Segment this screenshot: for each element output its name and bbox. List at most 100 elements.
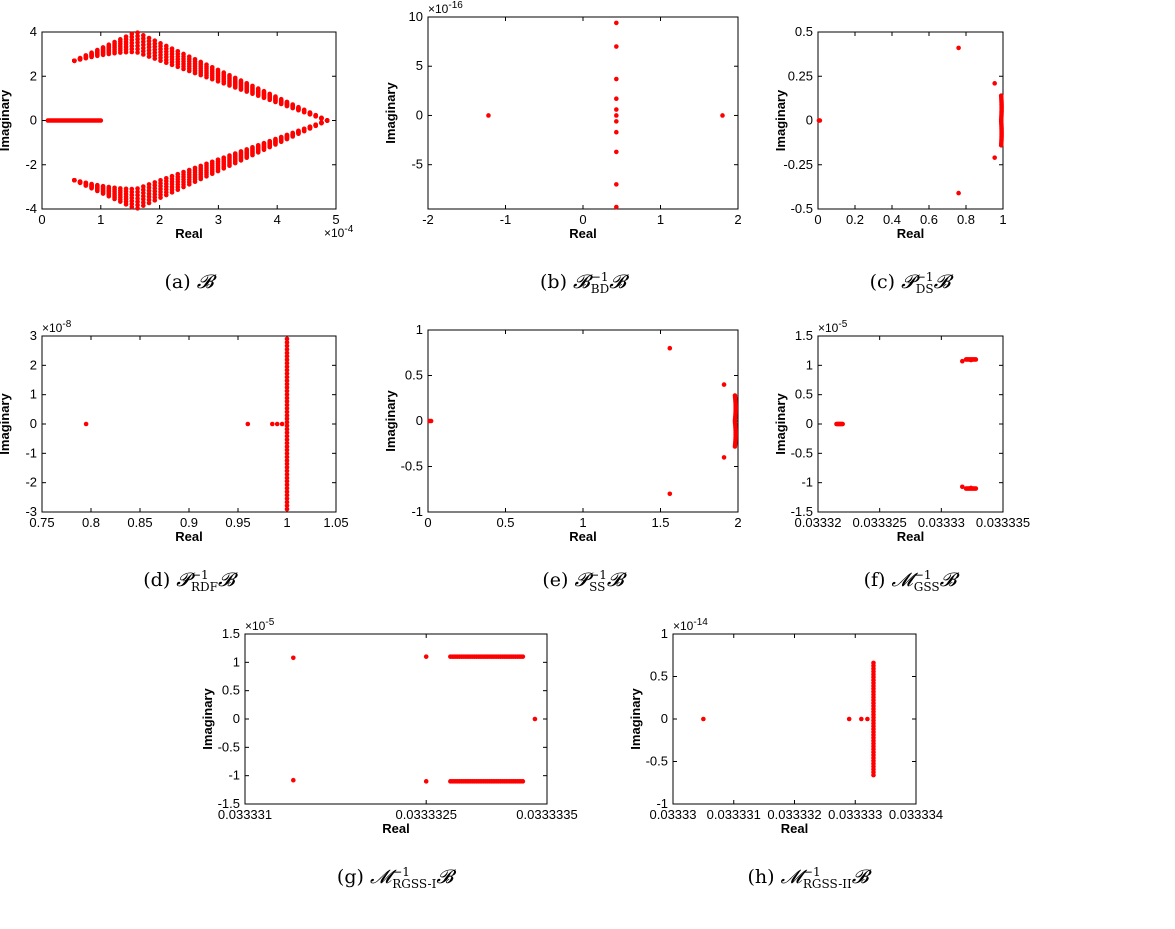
- caption-label: (e): [542, 569, 575, 591]
- data-point: [614, 149, 619, 155]
- data-point: [129, 31, 135, 37]
- data-point: [319, 120, 324, 126]
- x-tick-label: 1.05: [323, 515, 348, 530]
- data-point: [284, 340, 290, 345]
- data-point: [973, 357, 979, 362]
- x-tick-label: 0: [579, 212, 586, 227]
- data-point: [123, 202, 129, 207]
- chart-panel-f: 0.03332 0.033325 0.03333 0.033335 -1.5 -1 -0.5…: [773, 319, 1030, 544]
- data-point: [284, 485, 290, 491]
- data-point: [284, 468, 290, 474]
- data-point: [83, 53, 89, 58]
- caption-symbol: 𝓟: [901, 271, 915, 293]
- data-point: [140, 45, 146, 51]
- data-point: [614, 113, 619, 118]
- data-point: [279, 421, 285, 427]
- data-point: [423, 654, 429, 659]
- caption-label: (a): [164, 271, 197, 293]
- data-point: [284, 440, 290, 446]
- x-tick-label: 0.033331: [218, 807, 272, 822]
- y-tick-label: -1: [25, 445, 37, 460]
- data-point: [274, 421, 280, 427]
- caption-label: (c): [869, 271, 902, 293]
- data-point: [284, 347, 290, 352]
- data-point: [313, 112, 318, 118]
- y-tick-label: 0.5: [222, 683, 240, 698]
- y-tick-label: 10: [409, 9, 423, 24]
- data-point: [732, 393, 738, 398]
- chart-panel-a: 0 1 2 3 4 5 -4 -2 0 2 4 Real Imaginary ×10-4: [0, 24, 354, 241]
- x-tick-label: 1: [283, 515, 290, 530]
- data-point: [140, 196, 146, 202]
- data-point: [215, 168, 221, 174]
- data-point: [284, 458, 290, 463]
- data-point: [284, 136, 290, 142]
- data-point: [135, 33, 140, 39]
- data-point: [83, 421, 89, 427]
- data-point: [238, 78, 244, 83]
- data-point: [98, 118, 104, 123]
- y-tick-label: -1: [656, 796, 668, 811]
- data-point: [284, 461, 290, 467]
- x-tick-label: 4: [274, 212, 281, 227]
- y-tick-label: 0.5: [405, 368, 423, 383]
- caption-supsub: −1 RGSS-II: [802, 865, 852, 891]
- y-tick-label: 0: [416, 413, 423, 428]
- data-point: [284, 454, 290, 460]
- x-tick-label: 0.033333: [828, 807, 882, 822]
- y-tick-label: 0: [233, 711, 240, 726]
- data-point: [284, 99, 290, 105]
- y-tick-label: -2: [25, 475, 37, 490]
- data-point: [100, 191, 106, 196]
- y-tick-label: -4: [25, 201, 37, 216]
- data-point: [238, 158, 244, 163]
- data-point: [284, 353, 290, 359]
- data-point: [140, 187, 146, 192]
- data-point: [278, 139, 284, 145]
- x-tick-label: 0.85: [127, 515, 152, 530]
- caption-matrix-symbol: 𝓑: [196, 271, 214, 293]
- caption-matrix-symbol: 𝓑: [933, 271, 951, 293]
- x-tick-label: 0.8: [957, 212, 975, 227]
- data-point: [244, 80, 250, 86]
- data-point: [209, 64, 215, 70]
- data-point: [135, 196, 140, 201]
- data-point: [701, 716, 706, 722]
- caption-supsub: −1 BD: [590, 270, 610, 296]
- y-tick-label: -2: [25, 157, 37, 172]
- x-tick-label: 0.033335: [976, 515, 1030, 530]
- data-point: [284, 419, 290, 425]
- data-point: [720, 113, 725, 118]
- data-point: [667, 345, 673, 351]
- data-point: [973, 486, 979, 491]
- y-tick-label: -1.5: [791, 504, 813, 519]
- x-tick-label: 0.95: [225, 515, 250, 530]
- x-tick-label: 0.033334: [889, 807, 943, 822]
- data-point: [284, 416, 290, 422]
- chart-panel-b: -2 -1 0 1 2 -5 0 5 10 Real Imaginary ×10-16: [383, 0, 742, 241]
- data-point: [273, 94, 278, 99]
- x-axis-label: Real: [569, 529, 596, 544]
- x-tick-label: 0.033332: [767, 807, 821, 822]
- data-point: [284, 406, 290, 411]
- x-tick-label: 0.03333: [650, 807, 697, 822]
- data-point: [163, 192, 169, 198]
- x-tick-label: 0.033331: [707, 807, 761, 822]
- data-point: [614, 129, 619, 135]
- caption-matrix-symbol: 𝓑: [217, 569, 235, 591]
- data-point: [135, 50, 140, 55]
- data-point: [960, 358, 965, 364]
- data-point: [227, 163, 232, 169]
- data-point: [72, 177, 77, 183]
- data-point: [135, 36, 140, 42]
- data-point: [284, 492, 290, 498]
- data-point: [284, 503, 290, 508]
- data-point: [181, 184, 186, 190]
- data-point: [284, 350, 290, 356]
- y-tick-label: -0.25: [783, 157, 813, 172]
- y-tick-label: 0.5: [795, 24, 813, 39]
- x-tick-label: 1: [999, 212, 1006, 227]
- data-point: [140, 39, 146, 45]
- data-point: [204, 174, 209, 179]
- chart-panel-h: 0.03333 0.033331 0.033332 0.033333 0.033334 -…: [628, 617, 943, 836]
